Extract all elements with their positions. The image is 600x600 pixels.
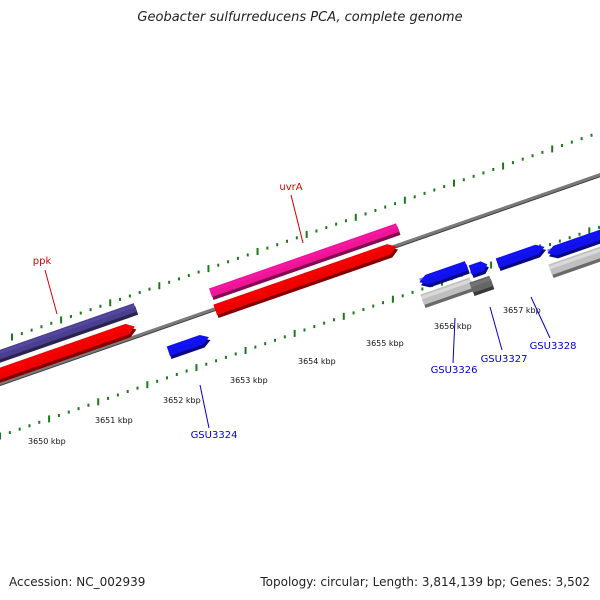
uvrA-feature[interactable] — [209, 223, 401, 300]
uvrA-callout-line — [290, 194, 304, 244]
GSU3326-cds[interactable] — [419, 261, 470, 288]
ruler-label: 3655 kbp — [366, 339, 404, 348]
page-title: Geobacter sulfurreducens PCA, complete g… — [137, 10, 463, 25]
GSU3328-callout-line — [530, 296, 551, 339]
ruler-label: 3656 kbp — [434, 322, 472, 331]
ppk-label[interactable]: ppk — [33, 256, 52, 267]
ruler-label: 3654 kbp — [298, 357, 336, 366]
GSU3329-cds[interactable] — [547, 229, 600, 259]
GSU3329-feature[interactable] — [548, 245, 600, 278]
ruler-label: 3651 kbp — [95, 416, 133, 425]
genome-summary-text: Topology: circular; Length: 3,814,139 bp… — [260, 575, 590, 589]
ruler-ticks — [0, 133, 600, 440]
GSU3326-label[interactable]: GSU3326 — [431, 365, 478, 376]
GSU3326-callout-line — [452, 317, 456, 364]
uvrA-cds[interactable] — [213, 244, 399, 318]
ruler-label: 3650 kbp — [28, 437, 66, 446]
GSU3327-label[interactable]: GSU3327 — [481, 354, 528, 365]
GSU3327-feature[interactable] — [469, 275, 495, 296]
GSU3324-label[interactable]: GSU3324 — [191, 430, 238, 441]
ppk-callout-line — [44, 269, 58, 315]
features — [0, 223, 600, 384]
ruler-label: 3657 kbp — [503, 306, 541, 315]
ruler-labels: 3650 kbp 3651 kbp 3652 kbp 3653 kbp 3654 kbp… — [28, 306, 541, 446]
GSU3324-cds[interactable] — [166, 335, 211, 359]
GSU3327-cds[interactable] — [468, 261, 489, 278]
GSU3328-label[interactable]: GSU3328 — [530, 341, 577, 352]
GSU3324-callout-line — [199, 384, 210, 429]
uvrA-label[interactable]: uvrA — [279, 182, 302, 193]
GSU3327-callout-line — [489, 306, 503, 351]
GSU3326-feature[interactable] — [420, 277, 475, 308]
ppk-cds[interactable] — [0, 323, 137, 384]
GSU3328-cds[interactable] — [495, 244, 547, 271]
ppk-feature[interactable] — [0, 303, 139, 364]
ruler-label: 3652 kbp — [163, 396, 201, 405]
ruler-label: 3653 kbp — [230, 376, 268, 385]
accession-text: Accession: NC_002939 — [9, 575, 146, 589]
